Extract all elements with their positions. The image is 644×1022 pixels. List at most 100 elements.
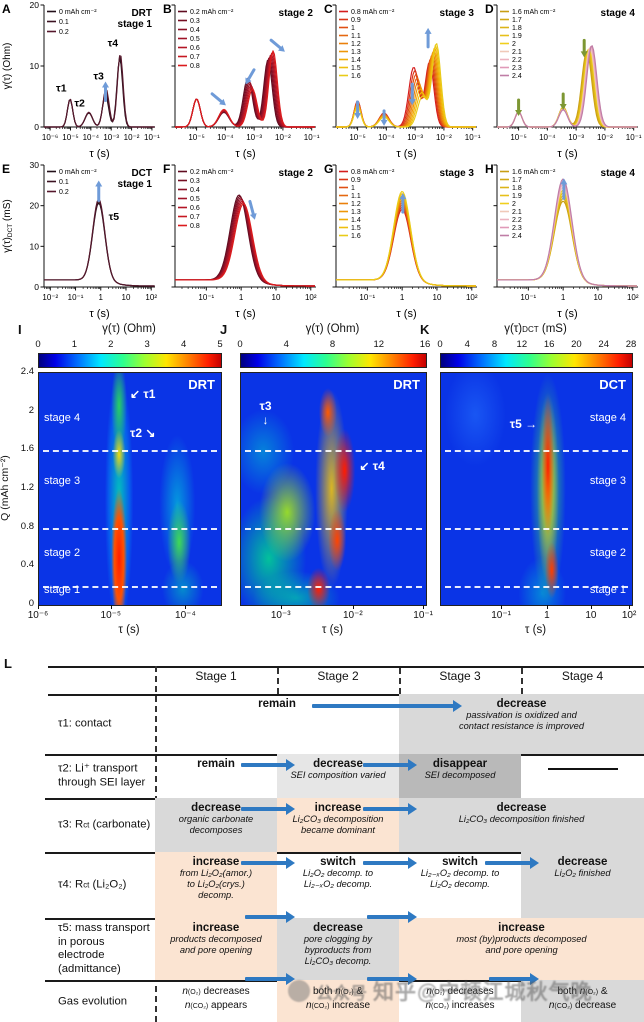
cell-description: decomposes	[189, 824, 243, 835]
colorbar-tick: 28	[625, 339, 637, 350]
trend-arrow-head	[95, 180, 103, 187]
row-label: τ5: mass transport in porous electrode (ad…	[58, 922, 150, 975]
legend-entry: 1	[351, 25, 355, 32]
cell-description: decomp.	[198, 889, 234, 900]
legend-entry: 1.6 mAh cm⁻²	[512, 9, 556, 16]
colorbar-tick: 4	[283, 339, 289, 350]
heatmap-x-tick: 10⁻⁵	[100, 610, 122, 621]
data-curve	[44, 198, 155, 287]
x-tick-label: 10⁻¹	[465, 133, 481, 142]
table-cell: both n(O₂) & n(CO₂) decrease	[521, 980, 644, 1022]
stage-label: stage 3	[44, 475, 81, 488]
curve-panel-A: A 10⁻⁶ 10⁻⁵ 10⁻⁴ 10⁻³ 10⁻² 10⁻¹ τ (s) 0 10 20 γ(τ) …	[0, 0, 161, 160]
x-tick-label: 10⁻²	[597, 133, 613, 142]
legend-entry: 2	[512, 201, 516, 208]
colorbar-tick: 1	[71, 339, 78, 350]
legend-entry: 0.4	[190, 27, 200, 34]
legend-entry: 0.8 mAh cm⁻²	[351, 9, 395, 16]
transition-arrow-edge	[367, 973, 417, 985]
heatmap-y-tick: 0.4	[20, 559, 34, 571]
legend-entry: 2.3	[512, 65, 522, 72]
panel-D: D10⁻⁵ 10⁻⁴ 10⁻³ 10⁻² 10⁻¹τ (s)1.6 mAh cm⁻²1.…	[485, 2, 642, 160]
legend-entry: 1.2	[351, 201, 361, 208]
panel-letter: G	[324, 162, 333, 176]
legend-entry: 1.9	[512, 33, 522, 40]
x-tick-label: 10⁻¹	[198, 293, 214, 302]
stage-boundary-line	[244, 585, 423, 588]
colorbar-tick: 0	[437, 339, 443, 350]
trend-arrow-head	[580, 51, 588, 58]
cell-keyword: decrease	[191, 802, 241, 814]
heatmap-y-tick: 0.8	[20, 520, 34, 532]
panel-E: E 10⁻² 10⁻¹ 1 10 10² τ (s) 0 10 20 30 γ(τ)DCT (mS) 0…	[2, 160, 157, 320]
colorbar-tick: 16	[543, 339, 555, 350]
no-change-line	[547, 768, 618, 770]
method-label: DRT	[188, 377, 215, 392]
trend-arrow-head	[380, 119, 388, 126]
stage-label: stage 4	[589, 412, 626, 425]
table-header-stage: Stage 2	[317, 669, 359, 683]
cell-text: n(O₂) decreases	[182, 986, 250, 997]
data-curve	[336, 190, 476, 287]
data-curve	[175, 50, 315, 128]
panel-letter: C	[324, 2, 333, 16]
heatmap-x-axis-label: τ (s)	[118, 624, 140, 636]
colorbar-J	[240, 353, 427, 368]
table-cell: decrease passivation is oxidized and conta…	[399, 694, 644, 754]
table-cell: decrease organic carbonate decomposes	[155, 798, 277, 852]
legend-entry: 1.4	[351, 217, 361, 224]
table-cell: switch Li₂O₂ decomp. to Li₂₋ₓO₂ decomp.	[277, 852, 399, 918]
trend-arrow-head	[560, 178, 568, 185]
table-cell: decrease SEI composition varied	[277, 754, 399, 798]
table-header-stage: Stage 3	[439, 669, 481, 683]
tau-peak-label: τ3	[93, 70, 104, 82]
legend-entry: 0.6	[190, 205, 200, 212]
heatmap-x-tickmark	[629, 605, 631, 609]
table-header-stage: Stage 4	[561, 669, 604, 683]
colorbar-title: γ(τ)DCT (mS)	[504, 323, 567, 335]
heatmap-x-tickmark	[501, 605, 503, 609]
x-tick-label: 10⁻¹	[144, 133, 160, 142]
x-tick-label: 10⁻⁵	[62, 133, 78, 142]
legend-entry: 0.7	[190, 214, 200, 221]
cell-keyword: remain	[197, 758, 235, 770]
colorbar-tick: 2	[108, 339, 114, 350]
heatmap-x-tick: 10⁻⁶	[27, 610, 49, 621]
cell-text: both n(O₂) &	[312, 986, 364, 997]
legend-entry: 1.1	[351, 33, 361, 40]
cell-description: and pore opening	[179, 944, 253, 955]
table-row-rule	[45, 852, 644, 854]
colorbar-tick: 20	[571, 339, 582, 350]
panel-C: C 10⁻⁵ 10⁻⁴ 10⁻³ 10⁻² 10⁻¹ τ (s) 0.8 mAh cm⁻²0.…	[324, 2, 481, 160]
cell-text: both n(O₂) &	[557, 986, 608, 997]
colorbar-title: γ(τ) (Ohm)	[305, 323, 360, 335]
table-header-stage: Stage 1	[195, 669, 237, 683]
legend-entry: 1.4	[351, 57, 361, 64]
x-tick-label: 10⁻¹	[304, 133, 320, 142]
legend-entry: 0.2 mAh cm⁻²	[190, 169, 234, 176]
y-axis-label: γ(τ)DCT (mS)	[2, 199, 14, 252]
cell-description: Li₂O₂ decomp.	[430, 878, 490, 889]
panel-letter: H	[485, 162, 494, 176]
cell-description: SEI composition varied	[290, 770, 386, 780]
cell-keyword: switch	[320, 856, 356, 868]
cell-text: n(CO₂) appears	[184, 1000, 248, 1011]
panel-letter: F	[163, 162, 170, 176]
x-axis-label: τ (s)	[396, 148, 416, 160]
legend-entry: 0.3	[190, 178, 200, 185]
cell-description: Li₂O₂ decomp. to	[302, 868, 374, 878]
data-curve	[44, 202, 155, 287]
legend-entry: 1.3	[351, 209, 361, 216]
legend-entry: 2	[512, 41, 516, 48]
x-tick-label: 10⁻¹	[520, 293, 536, 302]
heatmap-J: DRT τ3 ↓ ↙ τ4	[240, 372, 427, 606]
trend-arrow	[269, 38, 282, 50]
curve-panel-H: H 10⁻¹ 1 10 10² τ (s) 1.6 mAh cm⁻² 1.7 1.8 1.9 2 2.…	[483, 160, 644, 320]
heatmap-x-tick: 10⁻²	[342, 610, 363, 621]
x-tick-label: 10⁻⁴	[217, 133, 234, 142]
table-cell: increase Li₂CO₃ decomposition became domin…	[277, 798, 399, 852]
legend-entry: 0 mAh cm⁻²	[59, 169, 97, 176]
